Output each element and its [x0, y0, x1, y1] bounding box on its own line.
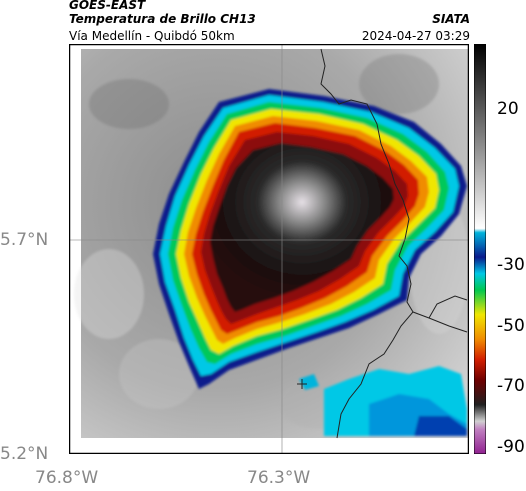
route-subtitle: Vía Medellín - Quibdó 50km [69, 29, 235, 43]
colorbar [474, 44, 486, 454]
cold-cloud-patches [299, 366, 467, 436]
graticule [69, 44, 469, 454]
location-marker [297, 379, 307, 389]
map-frame [69, 44, 469, 454]
lat-label: 5.2°N [0, 444, 49, 464]
cloud-texture [74, 54, 469, 429]
colorbar-tick: 20 [497, 99, 519, 119]
org-label: SIATA [432, 12, 470, 26]
satellite-map [69, 44, 469, 454]
satellite-label: GOES-EAST [69, 0, 146, 12]
colorbar-tick: -90 [497, 437, 525, 457]
lon-label: 76.8°W [35, 468, 99, 488]
colorbar-tick: -50 [497, 316, 525, 336]
colorbar-tick: -30 [497, 255, 525, 275]
lon-label: 76.3°W [247, 468, 311, 488]
colorbar-tick: -70 [497, 376, 525, 396]
border-lines [320, 48, 468, 439]
lat-label: 5.7°N [0, 230, 49, 250]
product-title: Temperatura de Brillo CH13 [69, 12, 256, 26]
datetime-label: 2024-04-27 03:29 [361, 29, 470, 43]
